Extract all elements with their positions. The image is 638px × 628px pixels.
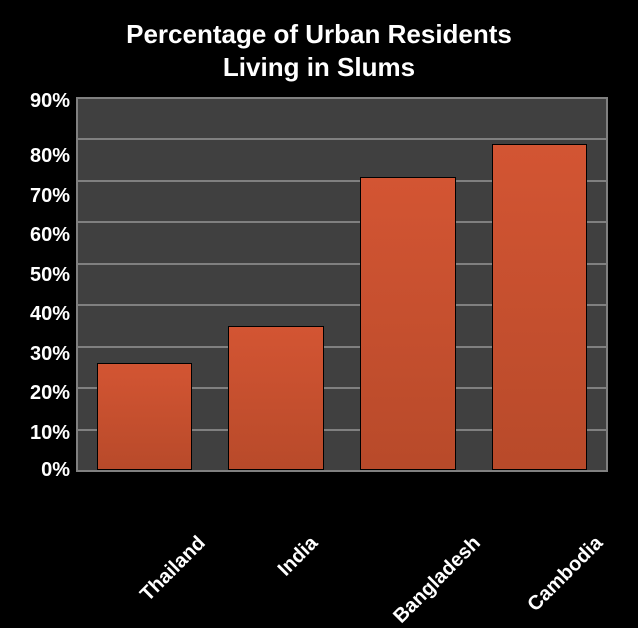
x-label-wrap: Bangladesh [366, 484, 460, 555]
chart-body: 90% 80% 70% 60% 50% 40% 30% 20% 10% 0% [30, 97, 608, 472]
chart-container: Percentage of Urban Residents Living in … [0, 0, 638, 604]
y-tick-label: 20% [30, 383, 70, 403]
y-tick-label: 70% [30, 186, 70, 206]
bar [228, 326, 323, 470]
y-tick-label: 30% [30, 344, 70, 364]
bar [97, 363, 192, 470]
y-tick-label: 40% [30, 304, 70, 324]
chart-title-line2: Living in Slums [30, 51, 608, 84]
y-tick-label: 50% [30, 265, 70, 285]
x-label-wrap: Thailand [106, 484, 200, 555]
chart-title: Percentage of Urban Residents Living in … [30, 18, 608, 83]
bars-group [78, 99, 606, 470]
y-tick-label: 60% [30, 225, 70, 245]
bar [360, 177, 455, 470]
y-tick-label: 10% [30, 423, 70, 443]
y-tick-label: 90% [30, 91, 70, 111]
chart-title-line1: Percentage of Urban Residents [30, 18, 608, 51]
x-label-wrap: India [236, 484, 330, 555]
x-labels: Thailand India Bangladesh Cambodia [88, 484, 608, 555]
y-axis: 90% 80% 70% 60% 50% 40% 30% 20% 10% 0% [30, 97, 76, 472]
x-axis-label: India [273, 532, 322, 581]
plot-area [76, 97, 608, 472]
x-axis-label: Bangladesh [390, 532, 486, 628]
x-axis: Thailand India Bangladesh Cambodia [88, 484, 608, 555]
x-label-wrap: Cambodia [496, 484, 590, 555]
y-tick-label: 80% [30, 146, 70, 166]
bar [492, 144, 587, 470]
y-tick-label: 0% [41, 460, 70, 480]
x-axis-label: Thailand [136, 532, 210, 606]
